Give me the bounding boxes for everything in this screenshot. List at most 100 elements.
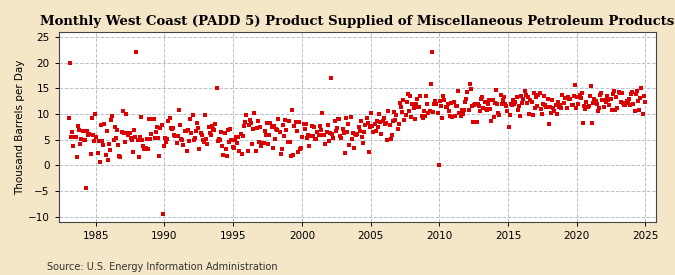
Point (383, 109, 394, 113)
Point (205, 131, 215, 135)
Point (425, 82, 436, 86)
Point (230, 138, 240, 142)
Point (126, 135, 136, 140)
Point (391, 112, 402, 117)
Point (373, 125, 383, 129)
Point (78, 138, 89, 142)
Point (180, 128, 191, 133)
Point (124, 131, 135, 135)
Point (567, 103, 578, 107)
Point (228, 146, 239, 150)
Point (571, 106, 582, 110)
Point (639, 100, 650, 104)
Point (404, 109, 414, 114)
Point (547, 98, 558, 102)
Point (263, 142, 273, 146)
Point (389, 110, 400, 114)
Point (100, 153, 111, 157)
Point (583, 104, 594, 109)
Point (390, 118, 401, 122)
Point (250, 148, 261, 153)
Point (450, 104, 461, 108)
Point (485, 106, 495, 111)
Point (624, 97, 634, 101)
Point (306, 124, 317, 128)
Point (164, 116, 175, 120)
Point (262, 120, 273, 125)
Point (198, 140, 209, 144)
Point (422, 101, 433, 106)
Point (456, 108, 467, 112)
Point (551, 111, 562, 116)
Point (376, 131, 387, 136)
Point (128, 150, 138, 155)
Point (240, 120, 250, 124)
Point (210, 122, 221, 126)
Point (258, 141, 269, 145)
Point (464, 82, 475, 87)
Point (326, 76, 337, 80)
Point (298, 122, 309, 126)
Point (336, 136, 347, 140)
Point (315, 128, 326, 133)
Point (156, 123, 167, 128)
Point (460, 100, 470, 104)
Point (330, 129, 341, 133)
Point (90, 112, 101, 116)
Point (507, 103, 518, 107)
Point (514, 103, 524, 108)
Point (284, 140, 295, 144)
Point (279, 134, 290, 138)
Point (74, 128, 84, 133)
Point (431, 102, 442, 106)
Point (257, 141, 268, 145)
Point (619, 103, 630, 107)
Point (86, 116, 97, 120)
Point (65, 60, 76, 65)
Point (529, 90, 539, 95)
Point (423, 110, 434, 115)
Point (401, 100, 412, 104)
Point (354, 129, 365, 133)
Point (136, 114, 146, 119)
Point (261, 132, 271, 137)
Point (84, 131, 95, 136)
Point (414, 105, 425, 109)
Point (343, 122, 354, 126)
Point (454, 111, 465, 116)
Point (310, 137, 321, 141)
Point (626, 92, 637, 97)
Point (241, 112, 252, 117)
Point (163, 119, 174, 123)
Point (77, 129, 88, 133)
Point (581, 100, 592, 104)
Point (313, 133, 324, 137)
Point (392, 127, 403, 131)
Point (568, 94, 579, 98)
Point (266, 125, 277, 129)
Point (368, 130, 379, 134)
Point (190, 129, 201, 134)
Point (155, 126, 166, 130)
Point (344, 143, 355, 147)
Point (427, 50, 437, 55)
Point (416, 114, 427, 118)
Point (552, 100, 563, 104)
Point (312, 130, 323, 134)
Point (269, 136, 280, 141)
Point (117, 109, 128, 113)
Point (424, 108, 435, 113)
Point (113, 143, 124, 147)
Point (448, 100, 459, 104)
Point (172, 134, 183, 138)
Point (350, 132, 360, 136)
Point (501, 104, 512, 108)
Point (325, 131, 335, 135)
Point (597, 98, 608, 103)
Point (225, 126, 236, 131)
Point (533, 93, 544, 97)
Point (177, 138, 188, 142)
Point (98, 143, 109, 147)
Point (115, 155, 126, 159)
Point (585, 94, 595, 98)
